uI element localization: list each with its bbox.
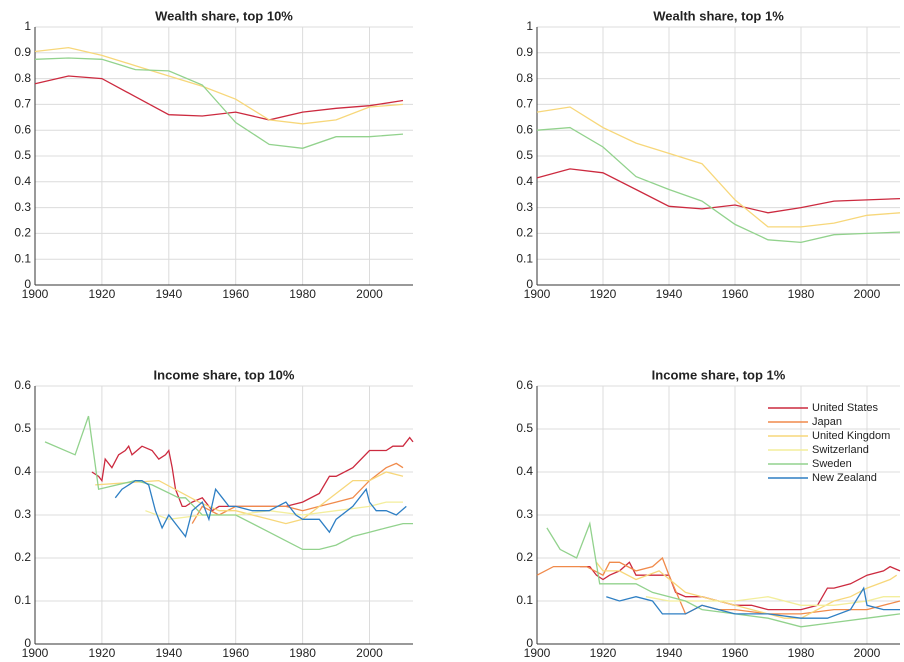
y-tick-label: 0.6 xyxy=(14,122,31,136)
series-line xyxy=(34,57,404,149)
x-tick-label: 1960 xyxy=(222,287,249,301)
y-tick-label: 0.1 xyxy=(516,593,533,607)
x-tick-label: 1900 xyxy=(524,646,551,660)
y-tick-label: 0.6 xyxy=(516,122,533,136)
legend-label: United States xyxy=(812,402,879,414)
y-tick-label: 1 xyxy=(24,19,31,33)
series-line xyxy=(191,462,404,524)
series-line xyxy=(91,436,414,512)
series-line xyxy=(34,75,404,121)
y-tick-label: 0.5 xyxy=(14,421,31,435)
y-tick-label: 1 xyxy=(526,19,533,33)
x-tick-label: 1940 xyxy=(656,287,683,301)
series-line xyxy=(536,126,901,244)
y-tick-label: 0.3 xyxy=(516,507,533,521)
y-tick-label: 0.5 xyxy=(516,421,533,435)
series-line xyxy=(536,556,901,615)
y-tick-label: 0.8 xyxy=(14,71,31,85)
series-line xyxy=(546,521,901,628)
y-tick-label: 0.2 xyxy=(14,550,31,564)
chart-title: Wealth share, top 1% xyxy=(653,8,784,23)
x-tick-label: 1920 xyxy=(590,287,617,301)
legend-label: Switzerland xyxy=(812,444,869,456)
y-tick-label: 0.9 xyxy=(14,45,31,59)
series-line xyxy=(536,168,901,214)
y-tick-label: 0.6 xyxy=(516,378,533,392)
chart-title: Income share, top 1% xyxy=(652,367,786,382)
x-tick-label: 2000 xyxy=(356,646,383,660)
y-tick-label: 0.4 xyxy=(14,174,31,188)
x-tick-label: 1960 xyxy=(722,287,749,301)
y-tick-label: 0.3 xyxy=(516,200,533,214)
y-tick-label: 0.2 xyxy=(516,226,533,240)
series-line xyxy=(606,586,900,619)
x-tick-label: 1940 xyxy=(155,646,182,660)
x-tick-label: 2000 xyxy=(854,287,881,301)
y-tick-label: 0.3 xyxy=(14,507,31,521)
legend-label: Sweden xyxy=(812,458,852,470)
y-tick-label: 0.1 xyxy=(14,593,31,607)
y-tick-label: 0.5 xyxy=(516,148,533,162)
legend-label: United Kingdom xyxy=(812,430,890,442)
y-tick-label: 0.2 xyxy=(516,550,533,564)
x-tick-label: 1980 xyxy=(788,287,815,301)
y-tick-label: 0.5 xyxy=(14,148,31,162)
y-tick-label: 0.9 xyxy=(516,45,533,59)
series-line xyxy=(34,46,404,125)
chart-title: Wealth share, top 10% xyxy=(155,8,293,23)
x-tick-label: 1980 xyxy=(289,287,316,301)
y-tick-label: 0.4 xyxy=(516,174,533,188)
series-line xyxy=(44,415,413,551)
y-tick-label: 0.7 xyxy=(516,97,533,111)
y-tick-label: 0.6 xyxy=(14,378,31,392)
y-tick-label: 0.4 xyxy=(516,464,533,478)
series-line xyxy=(114,479,407,538)
y-tick-label: 0 xyxy=(526,636,533,650)
series-line xyxy=(95,471,404,525)
x-tick-label: 2000 xyxy=(854,646,881,660)
x-tick-label: 1900 xyxy=(22,287,49,301)
chart-title: Income share, top 10% xyxy=(154,367,295,382)
x-tick-label: 1920 xyxy=(89,287,116,301)
y-tick-label: 0 xyxy=(24,277,31,291)
y-tick-label: 0.3 xyxy=(14,200,31,214)
x-tick-label: 1940 xyxy=(656,646,683,660)
y-tick-label: 0.1 xyxy=(516,251,533,265)
x-tick-label: 1920 xyxy=(590,646,617,660)
y-tick-label: 0.1 xyxy=(14,251,31,265)
legend-label: Japan xyxy=(812,416,842,428)
x-tick-label: 1960 xyxy=(722,646,749,660)
x-tick-label: 1940 xyxy=(155,287,182,301)
x-tick-label: 1960 xyxy=(222,646,249,660)
x-tick-label: 1980 xyxy=(289,646,316,660)
y-tick-label: 0 xyxy=(24,636,31,650)
legend-label: New Zealand xyxy=(812,472,877,484)
y-tick-label: 0.2 xyxy=(14,226,31,240)
y-tick-label: 0.4 xyxy=(14,464,31,478)
x-tick-label: 2000 xyxy=(356,287,383,301)
x-tick-label: 1920 xyxy=(89,646,116,660)
x-tick-label: 1900 xyxy=(22,646,49,660)
y-tick-label: 0 xyxy=(526,277,533,291)
x-tick-label: 1980 xyxy=(788,646,815,660)
y-tick-label: 0.8 xyxy=(516,71,533,85)
series-line xyxy=(536,106,901,228)
series-line xyxy=(145,501,403,520)
y-tick-label: 0.7 xyxy=(14,97,31,111)
x-tick-label: 1900 xyxy=(524,287,551,301)
